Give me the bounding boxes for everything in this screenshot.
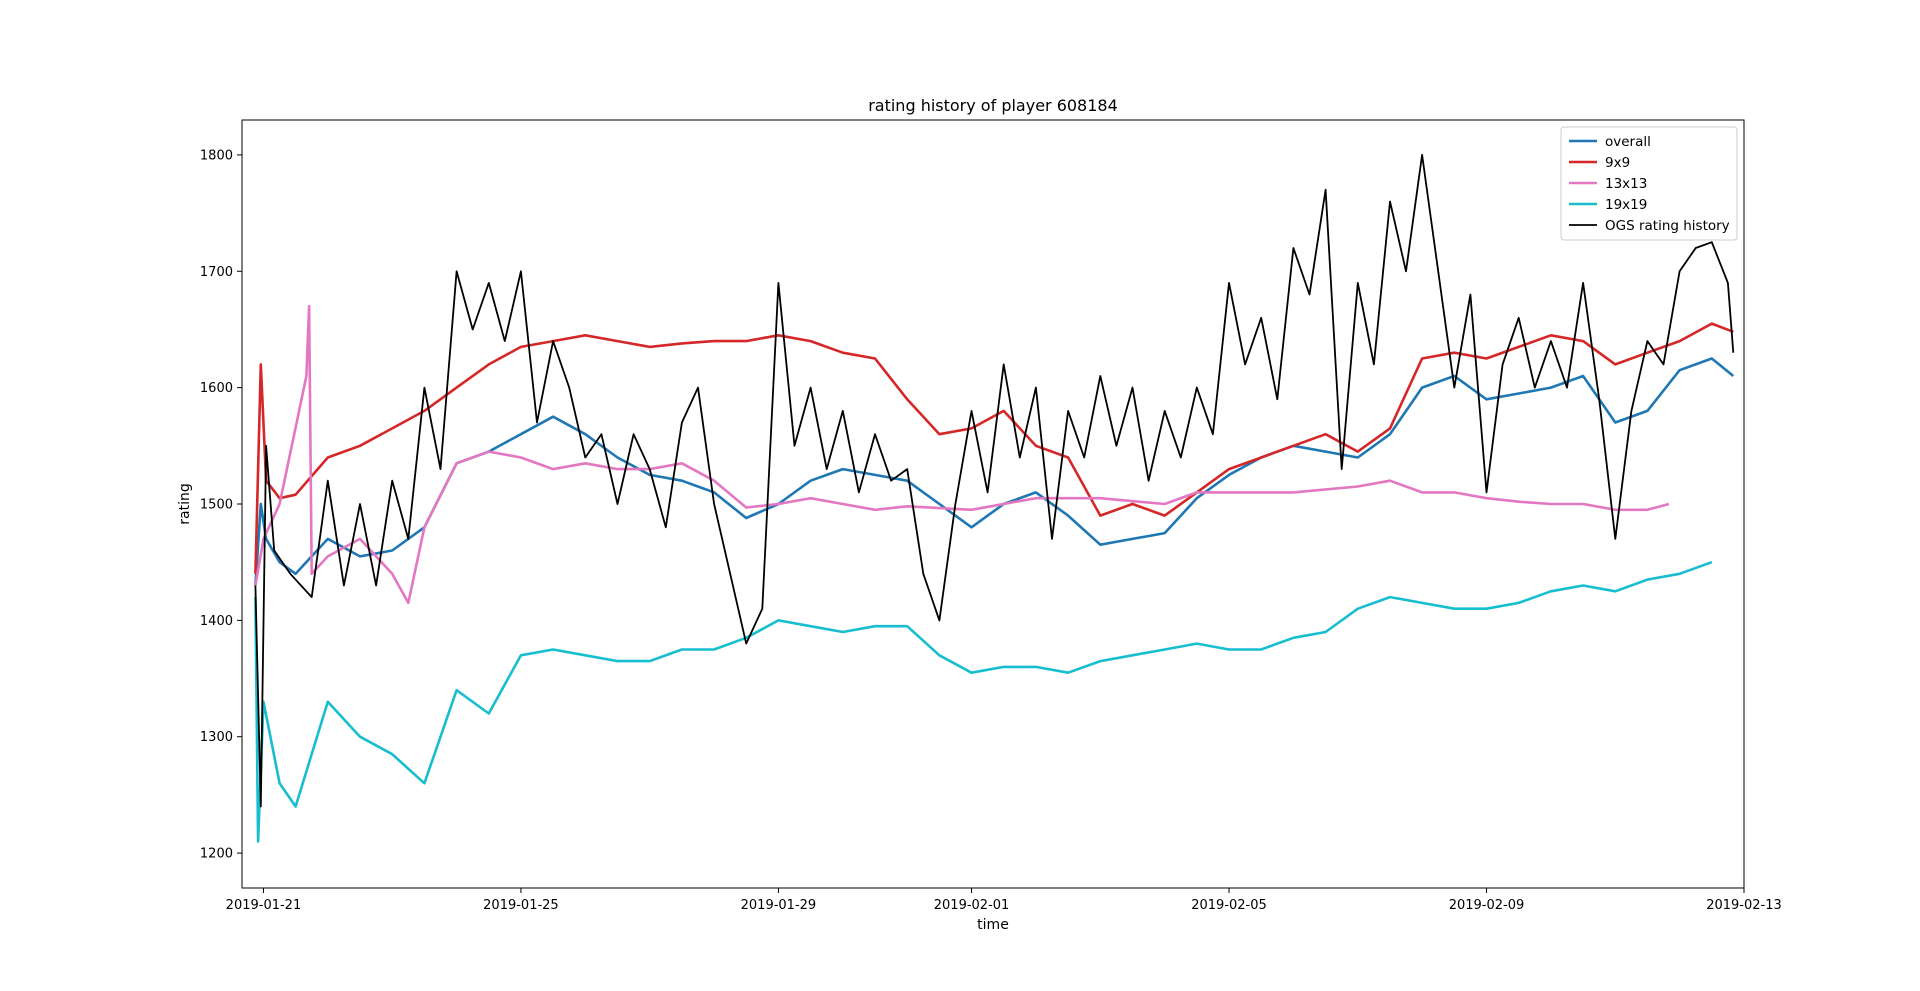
legend-label: 13x13 xyxy=(1605,176,1647,192)
y-tick-label: 1600 xyxy=(200,381,233,396)
y-axis-title: rating xyxy=(177,483,193,524)
legend-label: 9x9 xyxy=(1605,155,1630,171)
x-tick-label: 2019-02-01 xyxy=(934,898,1010,913)
y-tick-label: 1300 xyxy=(200,730,233,745)
x-tick-label: 2019-02-13 xyxy=(1706,898,1782,913)
series-line-overall xyxy=(254,357,1735,586)
y-tick-label: 1800 xyxy=(200,148,233,163)
series-line-9x9 xyxy=(254,322,1734,574)
x-tick-label: 2019-01-29 xyxy=(741,898,817,913)
plot-frame xyxy=(241,119,1745,889)
legend-box xyxy=(1560,126,1738,241)
legend-label: overall xyxy=(1605,134,1651,150)
x-tick-label: 2019-01-21 xyxy=(226,898,302,913)
y-tick-label: 1200 xyxy=(200,847,233,862)
x-axis: 2019-01-21 2019-01-25 2019-01-29 2019-02-01… xyxy=(226,888,1782,913)
series-line-13x13 xyxy=(254,304,1670,605)
x-axis-title: time xyxy=(977,917,1009,933)
series-line-ogs-rating-history xyxy=(254,153,1735,808)
legend-label: 19x19 xyxy=(1605,197,1647,213)
x-tick-label: 2019-01-25 xyxy=(483,898,559,913)
legend: overall 9x9 13x13 19x19 OGS rating history xyxy=(1560,126,1738,241)
y-tick-label: 1700 xyxy=(200,265,233,280)
y-tick-label: 1500 xyxy=(200,498,233,513)
series-line-19x19 xyxy=(254,560,1713,843)
series-layer xyxy=(254,153,1735,843)
y-axis: 1200 1300 1400 1500 1600 1700 1800 xyxy=(200,148,242,862)
x-tick-label: 2019-02-05 xyxy=(1191,898,1267,913)
chart-title: rating history of player 608184 xyxy=(868,96,1118,115)
legend-label: OGS rating history xyxy=(1605,218,1730,234)
x-tick-label: 2019-02-09 xyxy=(1449,898,1525,913)
y-tick-label: 1400 xyxy=(200,614,233,629)
